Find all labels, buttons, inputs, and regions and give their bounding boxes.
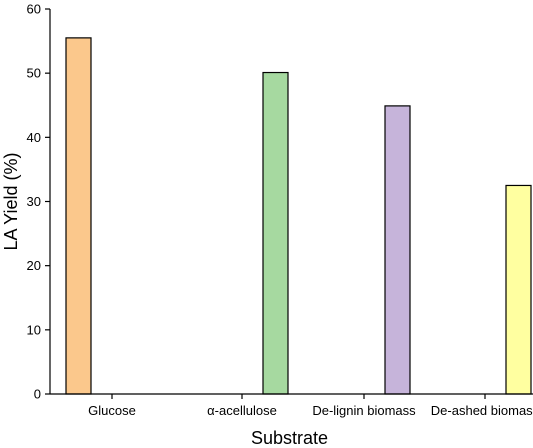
y-axis-ticks: 0 10 20 30 40 50 60	[27, 2, 50, 402]
y-tick-label: 30	[27, 194, 41, 209]
x-tick-label: α-acellulose	[207, 403, 277, 418]
y-tick-label: 0	[34, 387, 41, 402]
y-axis-title: LA Yield (%)	[1, 152, 21, 250]
bar-1	[262, 71, 289, 395]
y-tick-label: 10	[27, 322, 41, 337]
bar-3	[505, 184, 532, 395]
y-tick-label: 40	[27, 130, 41, 145]
x-tick-label: De-ashed biomass	[431, 403, 533, 418]
x-axis-ticks: Glucose α-acellulose De-lignin biomass De-a…	[88, 394, 533, 418]
x-axis-title: Substrate	[251, 428, 328, 448]
x-tick-label: De-lignin biomass	[312, 403, 416, 418]
bar-2	[384, 105, 411, 395]
y-tick-label: 50	[27, 66, 41, 81]
y-tick-label: 60	[27, 2, 41, 17]
bars	[65, 37, 532, 395]
x-tick-label: Glucose	[88, 403, 136, 418]
y-tick-label: 20	[27, 258, 41, 273]
bar-0	[65, 37, 92, 395]
